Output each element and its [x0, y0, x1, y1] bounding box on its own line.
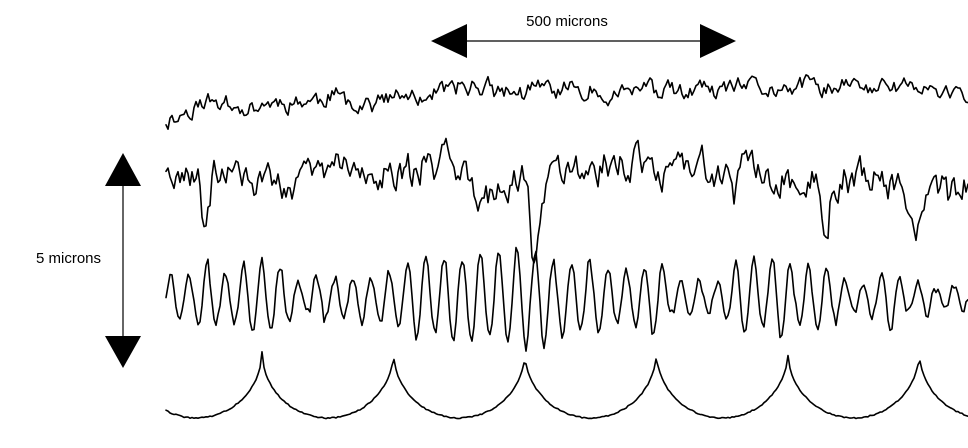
top-arrowhead [105, 153, 141, 186]
vertical-scale-label: 5 microns [36, 250, 101, 267]
left-arrowhead [431, 24, 467, 58]
right-arrowhead [700, 24, 736, 58]
horizontal-scale-label: 500 microns [526, 13, 608, 30]
profile-trace-cusp [166, 352, 968, 419]
profile-trace-quasi-periodic [166, 248, 968, 352]
vertical-scale-bar: 5 microns [36, 153, 141, 368]
profile-trace-coarse-random [166, 139, 968, 263]
bottom-arrowhead [105, 336, 141, 368]
profile-trace-fine-random [166, 75, 968, 129]
horizontal-scale-bar: 500 microns [431, 13, 736, 58]
